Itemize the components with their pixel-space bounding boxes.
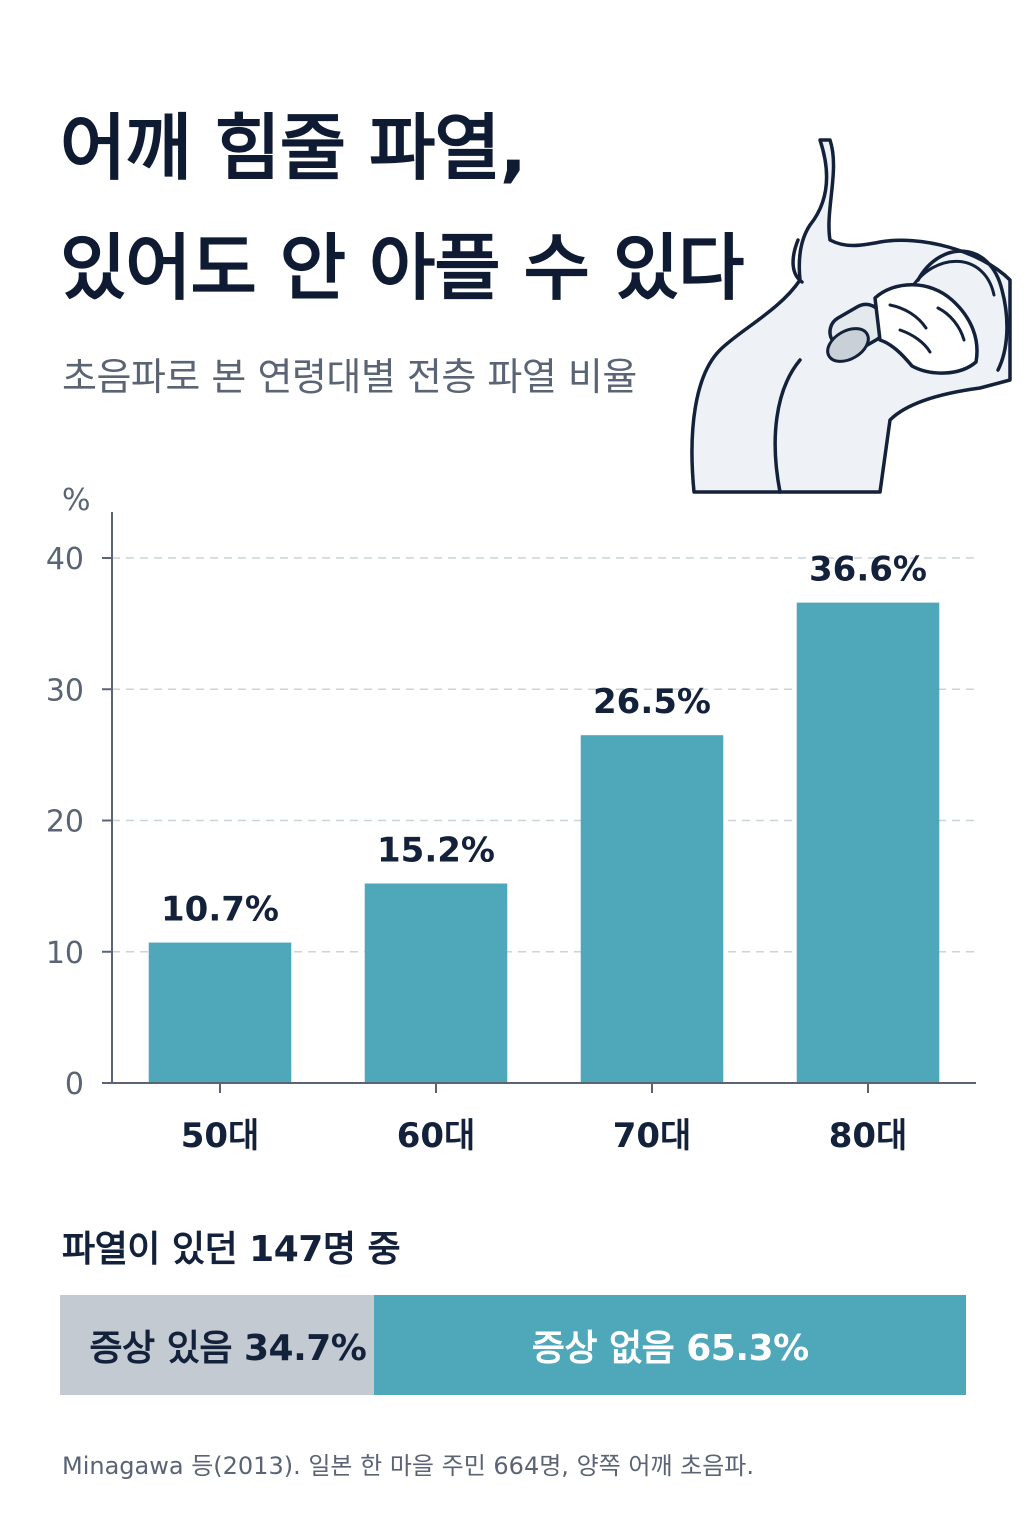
bar — [796, 602, 940, 1083]
bar — [580, 735, 724, 1083]
shoulder-ultrasound-icon — [690, 138, 1012, 494]
bar-value-label: 36.6% — [809, 550, 927, 590]
y-tick-label: 30 — [46, 673, 84, 708]
page-subtitle: 초음파로 본 연령대별 전층 파열 비율 — [62, 355, 637, 399]
bar — [148, 942, 292, 1083]
bar-value-label: 15.2% — [377, 831, 495, 871]
y-tick-labels: 0 10 20 30 40 — [46, 542, 84, 1102]
x-tick-label: 80대 — [829, 1116, 908, 1156]
bar-value-label: 10.7% — [161, 890, 279, 930]
x-tick-label: 50대 — [181, 1116, 260, 1156]
page-title-line-1: 어깨 힘줄 파열, — [60, 106, 527, 190]
segment-symptomatic: 증상 있음 34.7% — [60, 1295, 375, 1395]
page-title-line-2: 있어도 안 아플 수 있다 — [60, 226, 744, 310]
y-tick-label: 10 — [46, 936, 84, 971]
segment-asymptomatic: 증상 없음 65.3% — [374, 1295, 966, 1395]
source-note: Minagawa 등(2013). 일본 한 마을 주민 664명, 양쪽 어깨… — [62, 1452, 755, 1480]
y-tick-label: 40 — [46, 542, 84, 577]
x-tick-label: 60대 — [397, 1116, 476, 1156]
symptom-split-bar: 증상 있음 34.7% 증상 없음 65.3% — [60, 1295, 966, 1395]
bar-value-labels: 10.7% 15.2% 26.5% 36.6% — [161, 550, 927, 930]
x-tick-label: 70대 — [613, 1116, 692, 1156]
bar-value-label: 26.5% — [593, 682, 711, 722]
bars — [148, 602, 940, 1083]
bar — [364, 883, 508, 1083]
y-axis-unit: % — [62, 483, 91, 518]
bar-chart: % 0 10 20 30 40 10.7% 15.2% 26.5% 36.6% 50대 60대 7… — [46, 483, 976, 1156]
summary-title: 파열이 있던 147명 중 — [62, 1229, 401, 1270]
x-tick-labels: 50대 60대 70대 80대 — [181, 1083, 908, 1156]
y-tick-label: 20 — [46, 805, 84, 840]
y-tick-label: 0 — [65, 1067, 84, 1102]
